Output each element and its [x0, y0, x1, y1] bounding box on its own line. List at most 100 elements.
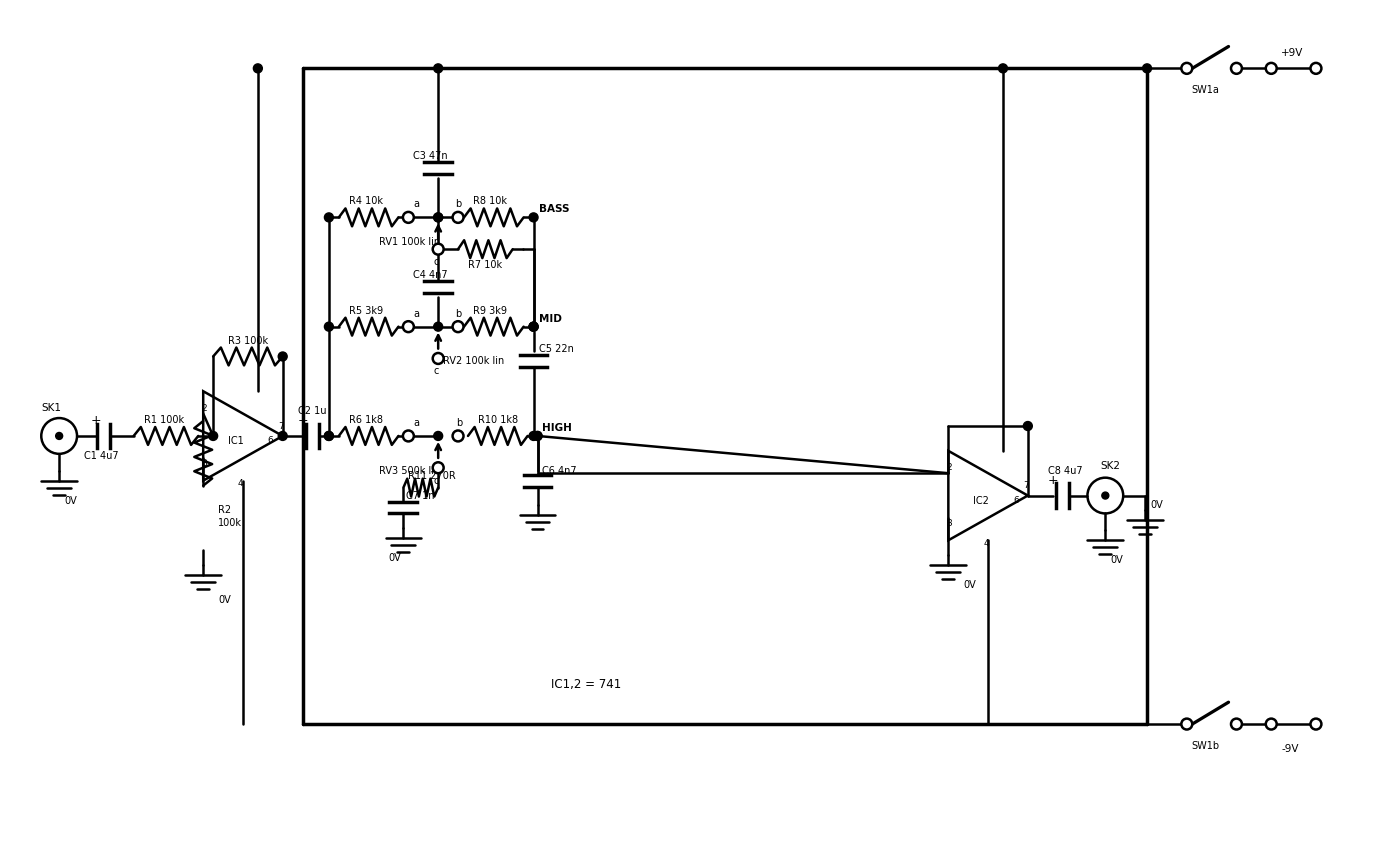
Circle shape [1266, 62, 1277, 74]
Circle shape [253, 64, 263, 73]
Text: R3 100k: R3 100k [228, 336, 268, 346]
Text: b: b [456, 418, 462, 428]
Text: C4 4n7: C4 4n7 [413, 270, 448, 280]
Text: IC1: IC1 [228, 436, 243, 446]
Circle shape [1024, 421, 1032, 431]
Circle shape [533, 431, 542, 441]
Text: C3 47n: C3 47n [413, 151, 448, 161]
Text: 100k: 100k [218, 519, 242, 528]
Circle shape [434, 64, 442, 73]
Circle shape [434, 213, 442, 222]
Circle shape [433, 353, 444, 364]
Text: RV2 100k lin: RV2 100k lin [444, 356, 505, 366]
Circle shape [1181, 62, 1192, 74]
Circle shape [324, 431, 334, 441]
Text: a: a [413, 418, 419, 428]
Circle shape [324, 431, 334, 441]
Text: 4: 4 [238, 479, 243, 488]
Text: IC2: IC2 [974, 496, 989, 506]
Text: 3: 3 [946, 519, 951, 528]
Text: 6: 6 [268, 437, 274, 445]
Circle shape [433, 244, 444, 254]
Circle shape [1181, 718, 1192, 729]
Text: 7: 7 [1022, 481, 1028, 490]
Circle shape [434, 322, 442, 331]
Text: C7 1n: C7 1n [406, 490, 435, 501]
Text: R10 1k8: R10 1k8 [479, 415, 517, 425]
Circle shape [999, 64, 1007, 73]
Circle shape [529, 213, 538, 222]
Circle shape [452, 321, 463, 332]
Text: a: a [413, 309, 419, 318]
Text: R6 1k8: R6 1k8 [349, 415, 383, 425]
Text: +9V: +9V [1281, 49, 1303, 58]
Text: 2: 2 [946, 463, 951, 473]
Circle shape [529, 322, 538, 331]
Circle shape [56, 432, 63, 439]
Text: R2: R2 [218, 505, 231, 515]
Circle shape [434, 431, 442, 441]
Circle shape [324, 213, 334, 222]
Text: R8 10k: R8 10k [473, 197, 506, 206]
Text: 0V: 0V [388, 553, 401, 563]
Text: c: c [433, 476, 438, 485]
Circle shape [403, 431, 415, 442]
Circle shape [1310, 62, 1321, 74]
Text: 0V: 0V [1110, 556, 1123, 565]
Text: b: b [455, 199, 462, 210]
Circle shape [278, 352, 287, 361]
Text: BASS: BASS [538, 205, 569, 214]
Text: +: + [1047, 473, 1059, 487]
Text: R9 3k9: R9 3k9 [473, 306, 506, 316]
Text: SW1b: SW1b [1192, 741, 1220, 751]
Text: 6: 6 [1013, 496, 1018, 505]
Text: R11 270R: R11 270R [409, 471, 456, 481]
Text: RV1 100k lin: RV1 100k lin [378, 237, 440, 247]
Text: +: + [298, 414, 309, 427]
Circle shape [1142, 64, 1152, 73]
Circle shape [529, 322, 538, 331]
Text: 0V: 0V [218, 595, 231, 605]
Circle shape [209, 431, 217, 441]
Circle shape [452, 431, 463, 442]
Text: SK1: SK1 [42, 403, 61, 413]
Text: C5 22n: C5 22n [538, 343, 573, 354]
Circle shape [1231, 718, 1242, 729]
Text: -9V: -9V [1281, 744, 1299, 754]
Circle shape [278, 431, 287, 441]
Text: 0V: 0V [963, 580, 976, 590]
Circle shape [403, 212, 415, 223]
Text: RV3 500k lin: RV3 500k lin [378, 466, 440, 476]
Text: SW1a: SW1a [1192, 86, 1220, 95]
Text: c: c [433, 366, 438, 377]
Text: C2 1u: C2 1u [298, 406, 325, 416]
Text: MID: MID [538, 313, 562, 324]
Text: 4: 4 [983, 538, 989, 548]
Text: IC1,2 = 741: IC1,2 = 741 [551, 678, 622, 691]
Circle shape [434, 213, 442, 222]
Circle shape [533, 431, 542, 441]
Text: 0V: 0V [64, 496, 77, 506]
Text: C6 4n7: C6 4n7 [542, 466, 577, 476]
Circle shape [452, 212, 463, 223]
Circle shape [529, 431, 538, 441]
Text: C1 4u7: C1 4u7 [83, 451, 118, 461]
Circle shape [433, 462, 444, 473]
Text: a: a [413, 199, 419, 210]
Circle shape [1231, 62, 1242, 74]
Text: 3: 3 [202, 460, 207, 468]
Circle shape [1102, 492, 1109, 499]
Text: 2: 2 [202, 404, 207, 413]
Text: R1 100k: R1 100k [143, 415, 184, 425]
Text: R7 10k: R7 10k [467, 260, 502, 270]
Circle shape [529, 322, 538, 331]
Text: +: + [90, 414, 102, 427]
Circle shape [1310, 718, 1321, 729]
Text: HIGH: HIGH [542, 423, 572, 433]
Circle shape [1266, 718, 1277, 729]
Text: SK2: SK2 [1100, 461, 1120, 471]
Circle shape [403, 321, 415, 332]
Text: 7: 7 [278, 421, 284, 431]
Text: b: b [455, 309, 462, 318]
Text: C8 4u7: C8 4u7 [1047, 466, 1082, 476]
